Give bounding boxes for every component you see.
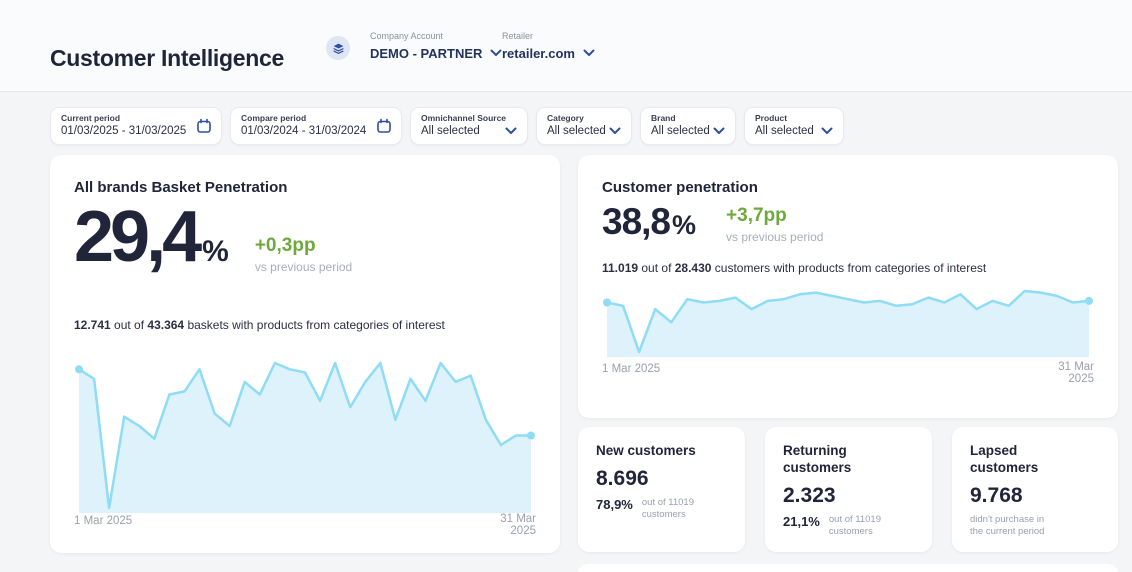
customer-detail-text: 11.019 out of 28.430 customers with prod… — [602, 261, 987, 275]
layers-icon — [326, 36, 350, 60]
stat-value: 9.768 — [970, 483, 1023, 507]
stat-title: Returning customers — [783, 443, 852, 475]
filter-label: Brand — [651, 113, 676, 123]
page-title: Customer Intelligence — [50, 45, 284, 72]
x-axis-end-label: 31 Mar 2025 — [500, 513, 536, 537]
customer-card-title: Customer penetration — [602, 179, 758, 196]
filter-omnichannel-source[interactable]: Omnichannel Source All selected — [410, 107, 528, 145]
chevron-down-icon — [583, 44, 595, 62]
retailer-label: Retailer — [502, 31, 534, 41]
stat-value: 2.323 — [783, 483, 836, 507]
filter-product[interactable]: Product All selected — [744, 107, 844, 145]
filter-label: Omnichannel Source — [421, 113, 507, 123]
calendar-icon[interactable] — [196, 118, 212, 139]
filter-label: Compare period — [241, 113, 307, 123]
filter-label: Product — [755, 113, 788, 123]
customer-penetration-value: 38,8 — [602, 201, 671, 242]
stat-caption: didn't purchase in the current period — [970, 513, 1045, 538]
basket-penetration-value: 29,4 — [74, 197, 202, 277]
customer-delta: +3,7pp — [726, 205, 787, 226]
calendar-icon[interactable] — [376, 118, 392, 139]
basket-delta-caption: vs previous period — [254, 260, 353, 274]
stat-title: New customers — [596, 443, 696, 458]
company-account-select[interactable]: Company Account DEMO - PARTNER — [370, 31, 502, 62]
filter-brand[interactable]: Brand All selected — [640, 107, 736, 145]
company-account-value: DEMO - PARTNER — [370, 45, 483, 61]
chevron-down-icon — [490, 44, 502, 62]
x-axis-start-label: 1 Mar 2025 — [602, 363, 661, 375]
company-account-label: Company Account — [370, 31, 444, 41]
x-axis-start-label: 1 Mar 2025 — [74, 515, 133, 527]
percent-sign: % — [672, 210, 697, 240]
filter-value: 01/03/2025 - 31/03/2025 — [61, 125, 187, 137]
stat-percentage: 78,9% — [596, 496, 633, 512]
stat-title: Lapsed customers — [970, 443, 1039, 475]
stat-caption: out of 11019 customers — [828, 513, 881, 538]
stat-percentage: 21,1% — [783, 513, 820, 529]
filter-category[interactable]: Category All selected — [536, 107, 632, 145]
retailer-value: retailer.com — [502, 45, 575, 61]
filter-value: All selected — [651, 125, 710, 137]
stat-value: 8.696 — [596, 466, 649, 490]
filter-label: Category — [547, 113, 584, 123]
percent-sign: % — [202, 235, 229, 268]
basket-card-title: All brands Basket Penetration — [74, 179, 288, 196]
retailer-select[interactable]: Retailer retailer.com — [502, 31, 595, 62]
header — [0, 0, 1132, 92]
x-axis-end-label: 31 Mar 2025 — [1058, 361, 1094, 385]
customer-penetration-chart — [602, 283, 1094, 357]
next-row-card-edge — [578, 564, 1118, 572]
filter-compare-period[interactable]: Compare period 01/03/2024 - 31/03/2024 — [230, 107, 402, 145]
chevron-down-icon — [609, 122, 621, 140]
basket-detail-text: 12.741 out of 43.364 baskets with produc… — [74, 318, 445, 332]
chevron-down-icon — [505, 122, 517, 140]
filter-value: All selected — [421, 125, 480, 137]
chevron-down-icon — [821, 122, 833, 140]
new-customers-card: New customers 8.696 78,9% out of 11019 c… — [578, 427, 745, 552]
chevron-down-icon — [713, 122, 725, 140]
customer-delta-caption: vs previous period — [726, 230, 824, 244]
basket-penetration-card: All brands Basket Penetration 29,4 % +0,… — [50, 155, 560, 553]
filter-label: Current period — [61, 113, 121, 123]
basket-delta: +0,3pp — [254, 235, 316, 256]
stat-caption: out of 11019 customers — [641, 496, 694, 521]
filter-value: All selected — [755, 125, 814, 137]
filter-value: 01/03/2024 - 31/03/2024 — [241, 125, 367, 137]
lapsed-customers-card: Lapsed customers 9.768 didn't purchase i… — [952, 427, 1118, 552]
filter-current-period[interactable]: Current period 01/03/2025 - 31/03/2025 — [50, 107, 222, 145]
customer-penetration-card: Customer penetration 38,8 % +3,7pp vs pr… — [578, 155, 1118, 418]
basket-penetration-chart — [74, 355, 536, 513]
filter-value: All selected — [547, 125, 606, 137]
returning-customers-card: Returning customers 2.323 21,1% out of 1… — [765, 427, 932, 552]
